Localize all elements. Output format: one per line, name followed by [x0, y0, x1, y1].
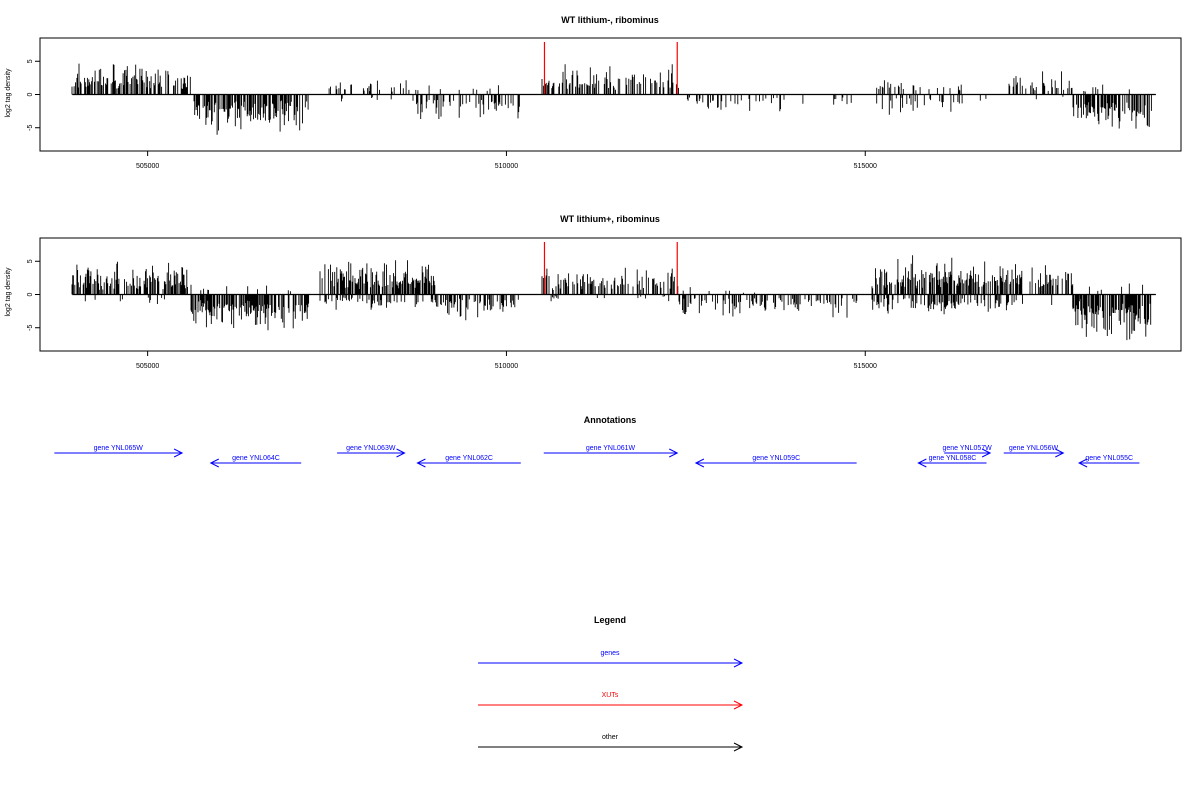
y-tick-label: -5: [27, 125, 34, 131]
density-bar-group: [1072, 94, 1152, 129]
x-axis: 505000 510000 515000: [136, 351, 877, 370]
gene-arrow: gene YNL063W: [337, 445, 406, 458]
gene-arrow: gene YNL062C: [416, 455, 521, 468]
density-bar-group: [1083, 84, 1130, 95]
x-tick-label: 510000: [495, 163, 518, 170]
density-bar-group: [871, 255, 1023, 295]
gene-label: gene YNL063W: [346, 445, 396, 452]
y-axis: -5 0 5: [27, 59, 40, 131]
density-bar-group: [876, 94, 987, 115]
density-bar-group: [876, 80, 921, 95]
y-tick-label: 0: [27, 292, 34, 296]
x-axis: 505000 510000 515000: [136, 151, 877, 170]
panel-title: WT lithium-, ribominus: [561, 15, 659, 25]
density-bar-group: [871, 294, 1023, 315]
legend-items: genes XUTs other: [478, 650, 744, 752]
gene-arrow: gene YNL065W: [54, 445, 184, 458]
density-bar-group: [319, 294, 434, 310]
density-bars: [71, 255, 1152, 341]
legend-item: genes: [478, 650, 744, 668]
density-bar-group: [200, 285, 291, 295]
density-bar-group: [1035, 94, 1064, 100]
density-bar-group: [71, 63, 191, 95]
gene-label: gene YNL065W: [94, 445, 144, 452]
gene-label: gene YNL058C: [929, 455, 977, 462]
y-tick-label: 5: [27, 259, 34, 263]
density-bar-group: [71, 261, 192, 295]
density-bar-group: [928, 84, 962, 95]
x-tick-label: 505000: [136, 163, 159, 170]
y-tick-label: 0: [27, 92, 34, 96]
density-bar-group: [550, 294, 670, 302]
gene-label: gene YNL059C: [752, 455, 800, 462]
gene-arrow: gene YNL058C: [917, 455, 987, 468]
gene-arrow: gene YNL059C: [694, 455, 857, 468]
gene-arrow: gene YNL055C: [1077, 455, 1140, 468]
density-bar-group: [84, 294, 165, 304]
legend-item: other: [478, 734, 744, 752]
density-panel-lithium-minus: WT lithium-, ribominus log2 tag density …: [5, 15, 1182, 170]
density-panel-lithium-plus: WT lithium+, ribominus log2 tag density …: [5, 214, 1182, 370]
gene-label: gene YNL064C: [232, 455, 280, 462]
density-bar-group: [1072, 294, 1152, 341]
gene-arrow: gene YNL061W: [543, 445, 679, 458]
density-bar-group: [415, 85, 499, 95]
density-bar-group: [682, 287, 756, 295]
legend-label: other: [602, 734, 619, 741]
density-bar-group: [193, 94, 309, 135]
xut-marker-lines: [543, 42, 678, 95]
x-tick-label: 515000: [854, 363, 877, 370]
density-bar-group: [434, 294, 519, 321]
legend-label: genes: [600, 650, 620, 657]
density-bar-group: [412, 94, 520, 119]
gene-arrow: gene YNL057W: [943, 445, 993, 458]
gene-label: gene YNL057W: [943, 445, 993, 452]
density-bar-group: [686, 94, 852, 112]
x-tick-label: 505000: [136, 363, 159, 370]
y-axis-label: log2 tag density: [5, 68, 12, 118]
density-bar-group: [1088, 283, 1144, 295]
density-bar-group: [541, 267, 679, 295]
density-bar-group: [1029, 265, 1074, 295]
gene-label: gene YNL062C: [445, 455, 493, 462]
legend: Legend genes XUTs other: [478, 615, 744, 752]
gene-label: gene YNL055C: [1085, 455, 1133, 462]
density-bar-group: [341, 94, 392, 102]
legend-title: Legend: [594, 615, 626, 625]
density-bar-group: [190, 294, 310, 331]
density-bar-group: [1008, 71, 1073, 95]
density-bar-group: [328, 80, 410, 95]
density-bar-group: [319, 260, 436, 295]
y-axis-label: log2 tag density: [5, 267, 12, 317]
density-bars: [71, 63, 1152, 135]
gene-arrows: gene YNL065W gene YNL064C gene YNL063W gene…: [54, 445, 1140, 468]
y-tick-label: 5: [27, 59, 34, 63]
x-tick-label: 515000: [854, 163, 877, 170]
annotations-title: Annotations: [584, 415, 637, 425]
y-tick-label: -5: [27, 325, 34, 331]
gene-label: gene YNL061W: [586, 445, 636, 452]
gene-arrow: gene YNL056W: [1003, 445, 1065, 458]
density-bar-group: [678, 294, 858, 318]
y-axis: -5 0 5: [27, 259, 40, 331]
legend-label: XUTs: [602, 692, 619, 699]
gene-label: gene YNL056W: [1009, 445, 1059, 452]
density-bar-group: [541, 64, 679, 95]
xut-marker-lines: [543, 242, 678, 295]
x-tick-label: 510000: [495, 363, 518, 370]
panel-title: WT lithium+, ribominus: [560, 214, 660, 224]
gene-arrow: gene YNL064C: [209, 455, 302, 468]
legend-item: XUTs: [478, 692, 744, 710]
